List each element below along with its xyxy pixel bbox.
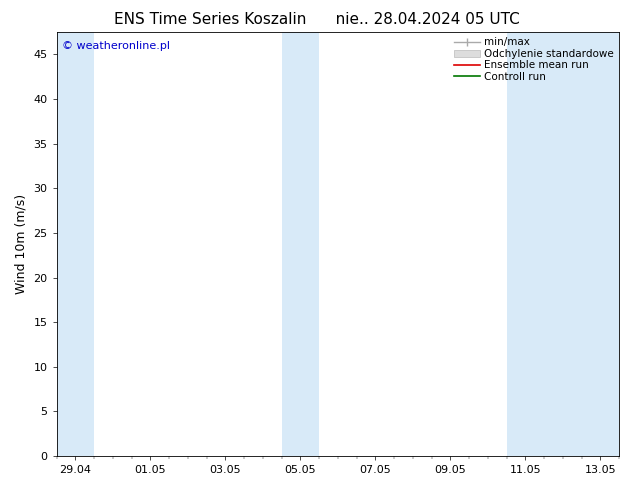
Bar — [507, 32, 619, 456]
Legend: min/max, Odchylenie standardowe, Ensemble mean run, Controll run: min/max, Odchylenie standardowe, Ensembl… — [451, 34, 617, 85]
Bar — [281, 32, 319, 456]
Text: ENS Time Series Koszalin      nie.. 28.04.2024 05 UTC: ENS Time Series Koszalin nie.. 28.04.202… — [114, 12, 520, 27]
Bar — [56, 32, 94, 456]
Y-axis label: Wind 10m (m/s): Wind 10m (m/s) — [15, 194, 28, 294]
Text: © weatheronline.pl: © weatheronline.pl — [62, 41, 171, 50]
